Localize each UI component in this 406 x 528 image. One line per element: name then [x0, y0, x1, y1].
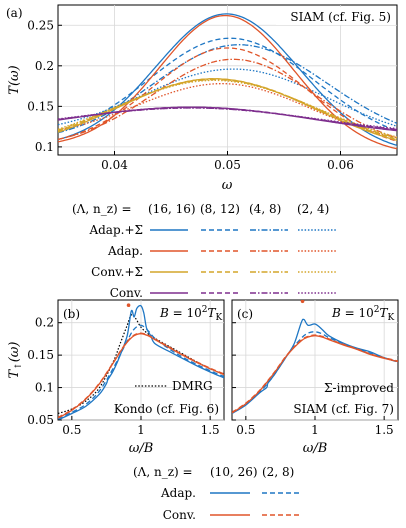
b-xtick-label-2: 1.5 [201, 423, 220, 437]
legend-top-col-3: (2, 4) [297, 202, 329, 216]
legend-bottom-lines [210, 492, 302, 516]
panel-c-curves [232, 300, 398, 415]
legend-bottom: (Λ, n_z) = (10, 26) (2, 8) Adap. Conv. [133, 465, 302, 522]
legend-top-lines [150, 229, 336, 294]
panel-b-label: (b) [63, 307, 80, 321]
legend-top-header: (Λ, n_z) = [72, 202, 132, 216]
legend-top-col-0: (16, 16) [148, 202, 196, 216]
a-ytick-label-1: 0.15 [27, 99, 54, 113]
b-series-dmrg [58, 314, 224, 415]
c-xtick-label-1: 1 [311, 423, 319, 437]
c-xtick-label-2: 1.5 [375, 423, 394, 437]
b-xtick-label-1: 1 [137, 423, 145, 437]
a-xtick-label-1: 0.05 [214, 158, 241, 172]
panel-b-ticks: 0.5 1 1.5 0.05 0.1 0.15 0.2 [27, 316, 219, 437]
panel-a-ticks: 0.04 0.05 0.06 0.1 0.15 0.2 0.25 [27, 18, 354, 172]
c-series-conv-2-8 [232, 334, 398, 413]
a-ytick-label-0: 0.1 [35, 140, 54, 154]
c-xtick-label-0: 0.5 [236, 423, 255, 437]
panel-b-dmrg-label: DMRG [172, 379, 213, 393]
b-series-adap-10-26 [58, 304, 224, 420]
a-series-conv-2-4 [58, 79, 397, 138]
panel-b-grid [58, 300, 224, 421]
panel-c-grid [232, 300, 398, 421]
panel-b: 0.5 1 1.5 0.05 0.1 0.15 0.2 (b) B = 102TK DMRG… [7, 299, 225, 456]
panel-b-note: Kondo (cf. Fig. 6) [114, 402, 219, 416]
a-ytick-label-2: 0.2 [35, 59, 54, 73]
legend-bottom-col-1: (2, 8) [262, 465, 294, 479]
legend-top: (Λ, n_z) = (16, 16) (8, 12) (4, 8) (2, 4… [72, 202, 336, 300]
a-xtick-label-0: 0.04 [101, 158, 128, 172]
panel-c-xlabel: ω/B [303, 441, 328, 456]
b-ytick-label-0: 0.05 [27, 413, 54, 427]
b-ytick-label-2: 0.15 [27, 348, 54, 362]
c-series-adap-2-8 [232, 331, 398, 414]
a-ytick-label-3: 0.25 [27, 18, 54, 32]
panel-a-label: (a) [6, 6, 23, 20]
panel-b-xlabel: ω/B [129, 441, 154, 456]
b-xtick-label-0: 0.5 [62, 423, 81, 437]
b-marker [126, 303, 131, 307]
panel-a: 0.04 0.05 0.06 0.1 0.15 0.2 0.25 (a) SIAM (cf.… [6, 4, 398, 193]
legend-top-col-1: (8, 12) [200, 202, 240, 216]
panel-a-ylabel: T(ω) [7, 65, 22, 94]
panel-a-annotation: SIAM (cf. Fig. 5) [290, 10, 391, 24]
legend-bottom-col-0: (10, 26) [210, 465, 258, 479]
legend-bottom-row-1: Conv. [163, 508, 196, 522]
a-series-conv-2-4 [58, 107, 397, 130]
legend-bottom-header: (Λ, n_z) = [133, 465, 193, 479]
panel-b-ylabel: T↑(ω) [7, 342, 24, 379]
a-series-adap-8-12 [58, 37, 397, 133]
panel-c-label: (c) [237, 307, 253, 321]
b-ytick-label-3: 0.2 [35, 316, 54, 330]
b-ytick-label-1: 0.1 [35, 381, 54, 395]
legend-top-row-2: Conv.+Σ [91, 265, 143, 279]
panel-c-note-line2: SIAM (cf. Fig. 7) [293, 402, 394, 416]
legend-top-col-2: (4, 8) [249, 202, 281, 216]
c-marker [300, 300, 305, 304]
a-series-adap-8-12 [58, 47, 397, 142]
panel-c-note-line1: Σ-improved [324, 381, 394, 395]
a-series-adap-2-4 [58, 68, 397, 127]
panel-a-annotation-box [276, 7, 395, 25]
b-series-adap-2-8 [58, 324, 224, 420]
panel-c-ticks: 0.5 1 1.5 [232, 322, 394, 437]
panel-c: 0.5 1 1.5 (c) B = 102TK Σ-improved SIAM (c… [231, 299, 399, 456]
panel-b-annotation: B = 102TK [159, 305, 223, 323]
legend-bottom-row-0: Adap. [160, 486, 196, 500]
legend-top-row-1: Adap. [107, 244, 143, 258]
panel-c-annotation: B = 102TK [331, 305, 395, 323]
panel-a-curves [58, 13, 397, 150]
a-series-adap-4-8 [58, 58, 397, 140]
legend-top-row-0: Adap.+Σ [88, 223, 143, 237]
panel-a-xlabel: ω [222, 178, 233, 193]
b-series-conv-2-8 [58, 332, 224, 418]
panel-b-curves [58, 303, 224, 420]
legend-top-row-3: Conv. [110, 286, 143, 300]
a-xtick-label-2: 0.06 [327, 158, 354, 172]
